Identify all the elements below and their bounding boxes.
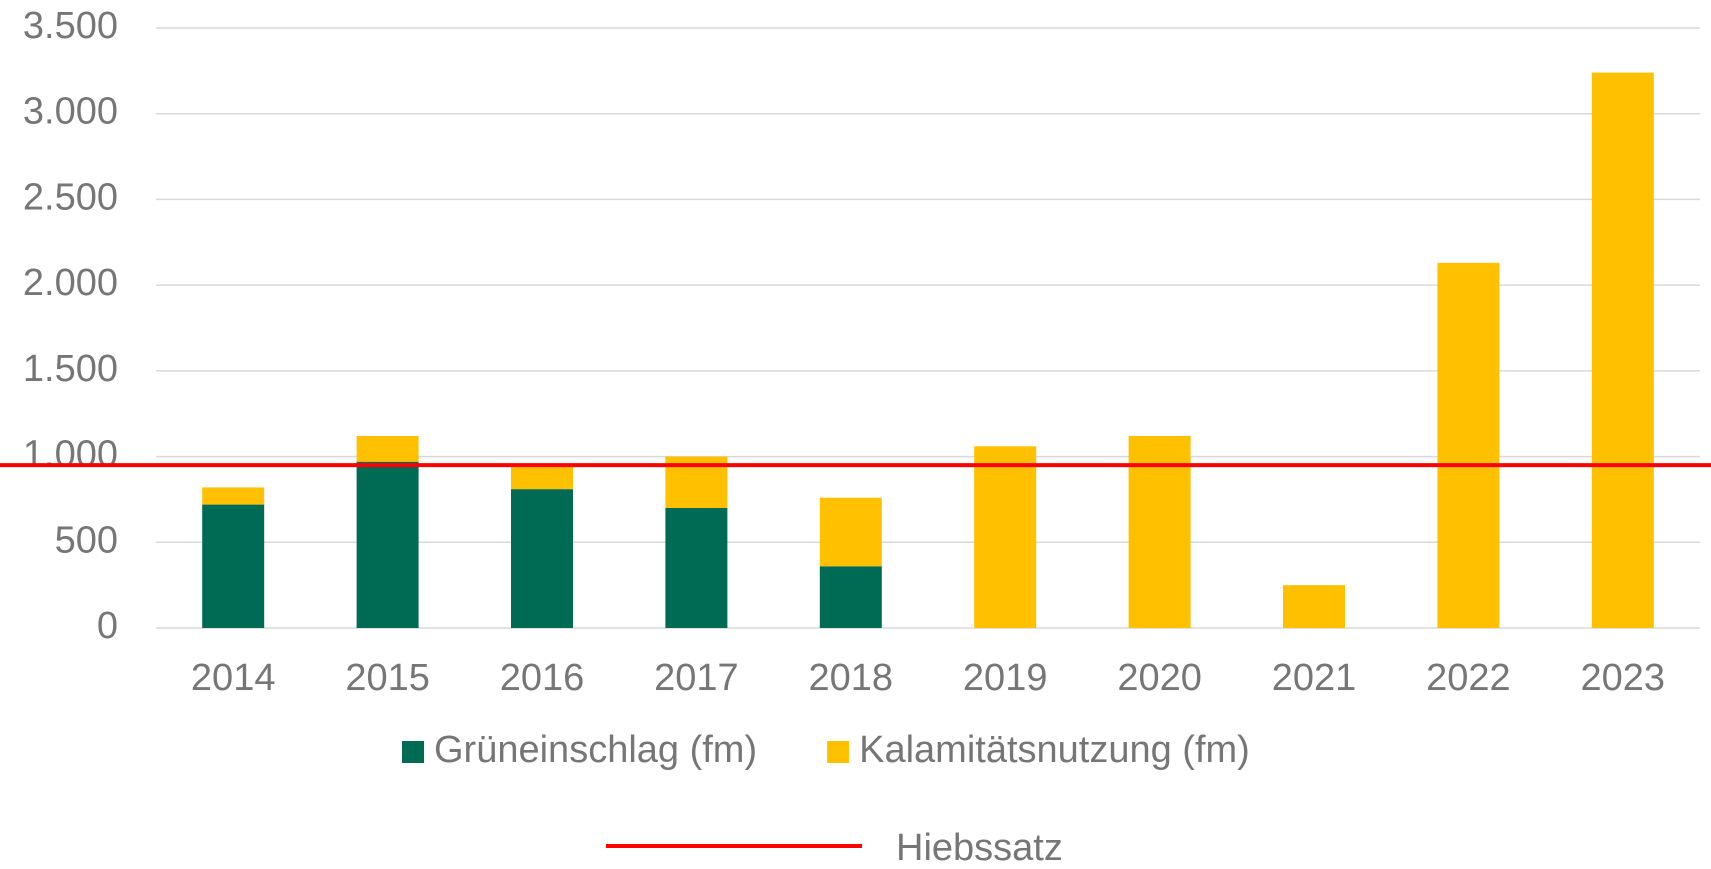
x-tick-label: 2014 xyxy=(191,657,276,699)
bar-segment xyxy=(202,504,265,628)
x-tick-label: 2022 xyxy=(1426,657,1511,699)
legend-label: Kalamitätsnutzung (fm) xyxy=(859,729,1250,771)
x-tick-label: 2016 xyxy=(500,657,585,699)
y-tick-label: 1.000 xyxy=(23,434,118,476)
x-tick-label: 2017 xyxy=(654,657,739,699)
x-tick-label: 2021 xyxy=(1272,657,1357,699)
bar-segment xyxy=(356,436,419,462)
legend-label: Hiebssatz xyxy=(896,827,1063,869)
y-tick-label: 3.000 xyxy=(23,91,118,133)
bar-segment xyxy=(1283,585,1345,628)
bar-segment xyxy=(819,566,882,628)
x-tick-label: 2023 xyxy=(1581,657,1666,699)
x-tick-label: 2020 xyxy=(1117,657,1202,699)
bar-segment xyxy=(1591,72,1654,629)
legend-swatch xyxy=(402,741,424,763)
bar-segment xyxy=(819,497,882,567)
y-tick-label: 1.500 xyxy=(23,348,118,390)
y-tick-label: 2.500 xyxy=(23,176,118,218)
x-tick-label: 2015 xyxy=(345,657,430,699)
legend-label: Grüneinschlag (fm) xyxy=(434,729,757,771)
bar-segment xyxy=(1437,262,1500,628)
bar-segment xyxy=(974,446,1037,628)
bar-segment xyxy=(356,461,419,628)
bar-segment xyxy=(665,508,728,628)
x-tick-label: 2018 xyxy=(809,657,894,699)
y-tick-label: 2.000 xyxy=(23,262,118,304)
bar-segment xyxy=(511,489,573,628)
x-tick-label: 2019 xyxy=(963,657,1048,699)
bar-segment xyxy=(202,487,265,505)
legend-swatch xyxy=(827,741,850,763)
bar-segment xyxy=(1128,436,1191,628)
bar-segment xyxy=(511,465,573,490)
y-tick-label: 500 xyxy=(55,519,118,561)
y-tick-label: 3.500 xyxy=(23,5,118,47)
y-tick-label: 0 xyxy=(97,605,118,647)
